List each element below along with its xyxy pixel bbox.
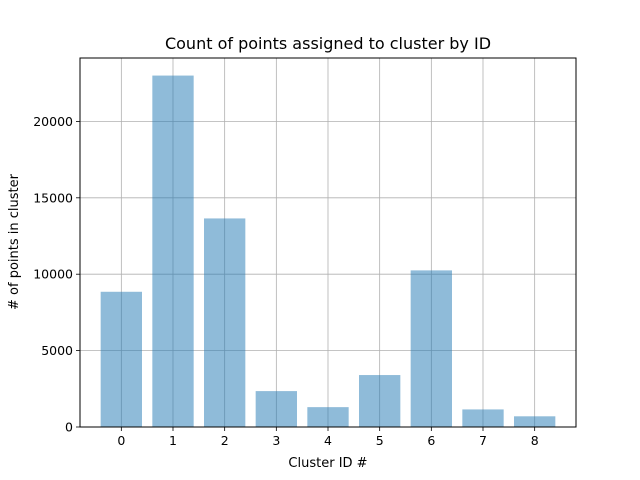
x-tick-label: 4 <box>324 433 332 448</box>
bar-cluster-4 <box>307 407 349 427</box>
bar-cluster-7 <box>462 409 504 427</box>
y-axis-label: # of points in cluster <box>7 173 22 310</box>
y-tick-label: 5000 <box>41 343 73 358</box>
y-tick-label: 20000 <box>33 114 73 129</box>
x-tick-label: 0 <box>117 433 125 448</box>
bar-cluster-5 <box>359 375 401 427</box>
bar-cluster-2 <box>204 218 246 427</box>
bar-cluster-8 <box>514 416 556 427</box>
x-tick-label: 7 <box>479 433 487 448</box>
x-tick-label: 1 <box>169 433 177 448</box>
chart-title: Count of points assigned to cluster by I… <box>165 34 491 53</box>
bar-cluster-1 <box>152 75 194 428</box>
y-tick-label: 15000 <box>33 190 73 205</box>
y-tick-label: 10000 <box>33 267 73 282</box>
x-ticks: 0 1 2 3 4 5 6 7 8 <box>117 427 539 448</box>
y-ticks: 0 5000 10000 15000 20000 <box>33 114 80 435</box>
bar-cluster-3 <box>255 391 297 427</box>
x-tick-label: 8 <box>531 433 539 448</box>
x-tick-label: 2 <box>221 433 229 448</box>
bar-cluster-6 <box>410 270 452 427</box>
x-tick-label: 3 <box>272 433 280 448</box>
bar-cluster-0 <box>100 291 142 427</box>
x-axis-label: Cluster ID # <box>288 456 367 471</box>
x-tick-label: 5 <box>376 433 384 448</box>
x-tick-label: 6 <box>427 433 435 448</box>
bars <box>100 75 556 428</box>
y-tick-label: 0 <box>65 420 73 435</box>
